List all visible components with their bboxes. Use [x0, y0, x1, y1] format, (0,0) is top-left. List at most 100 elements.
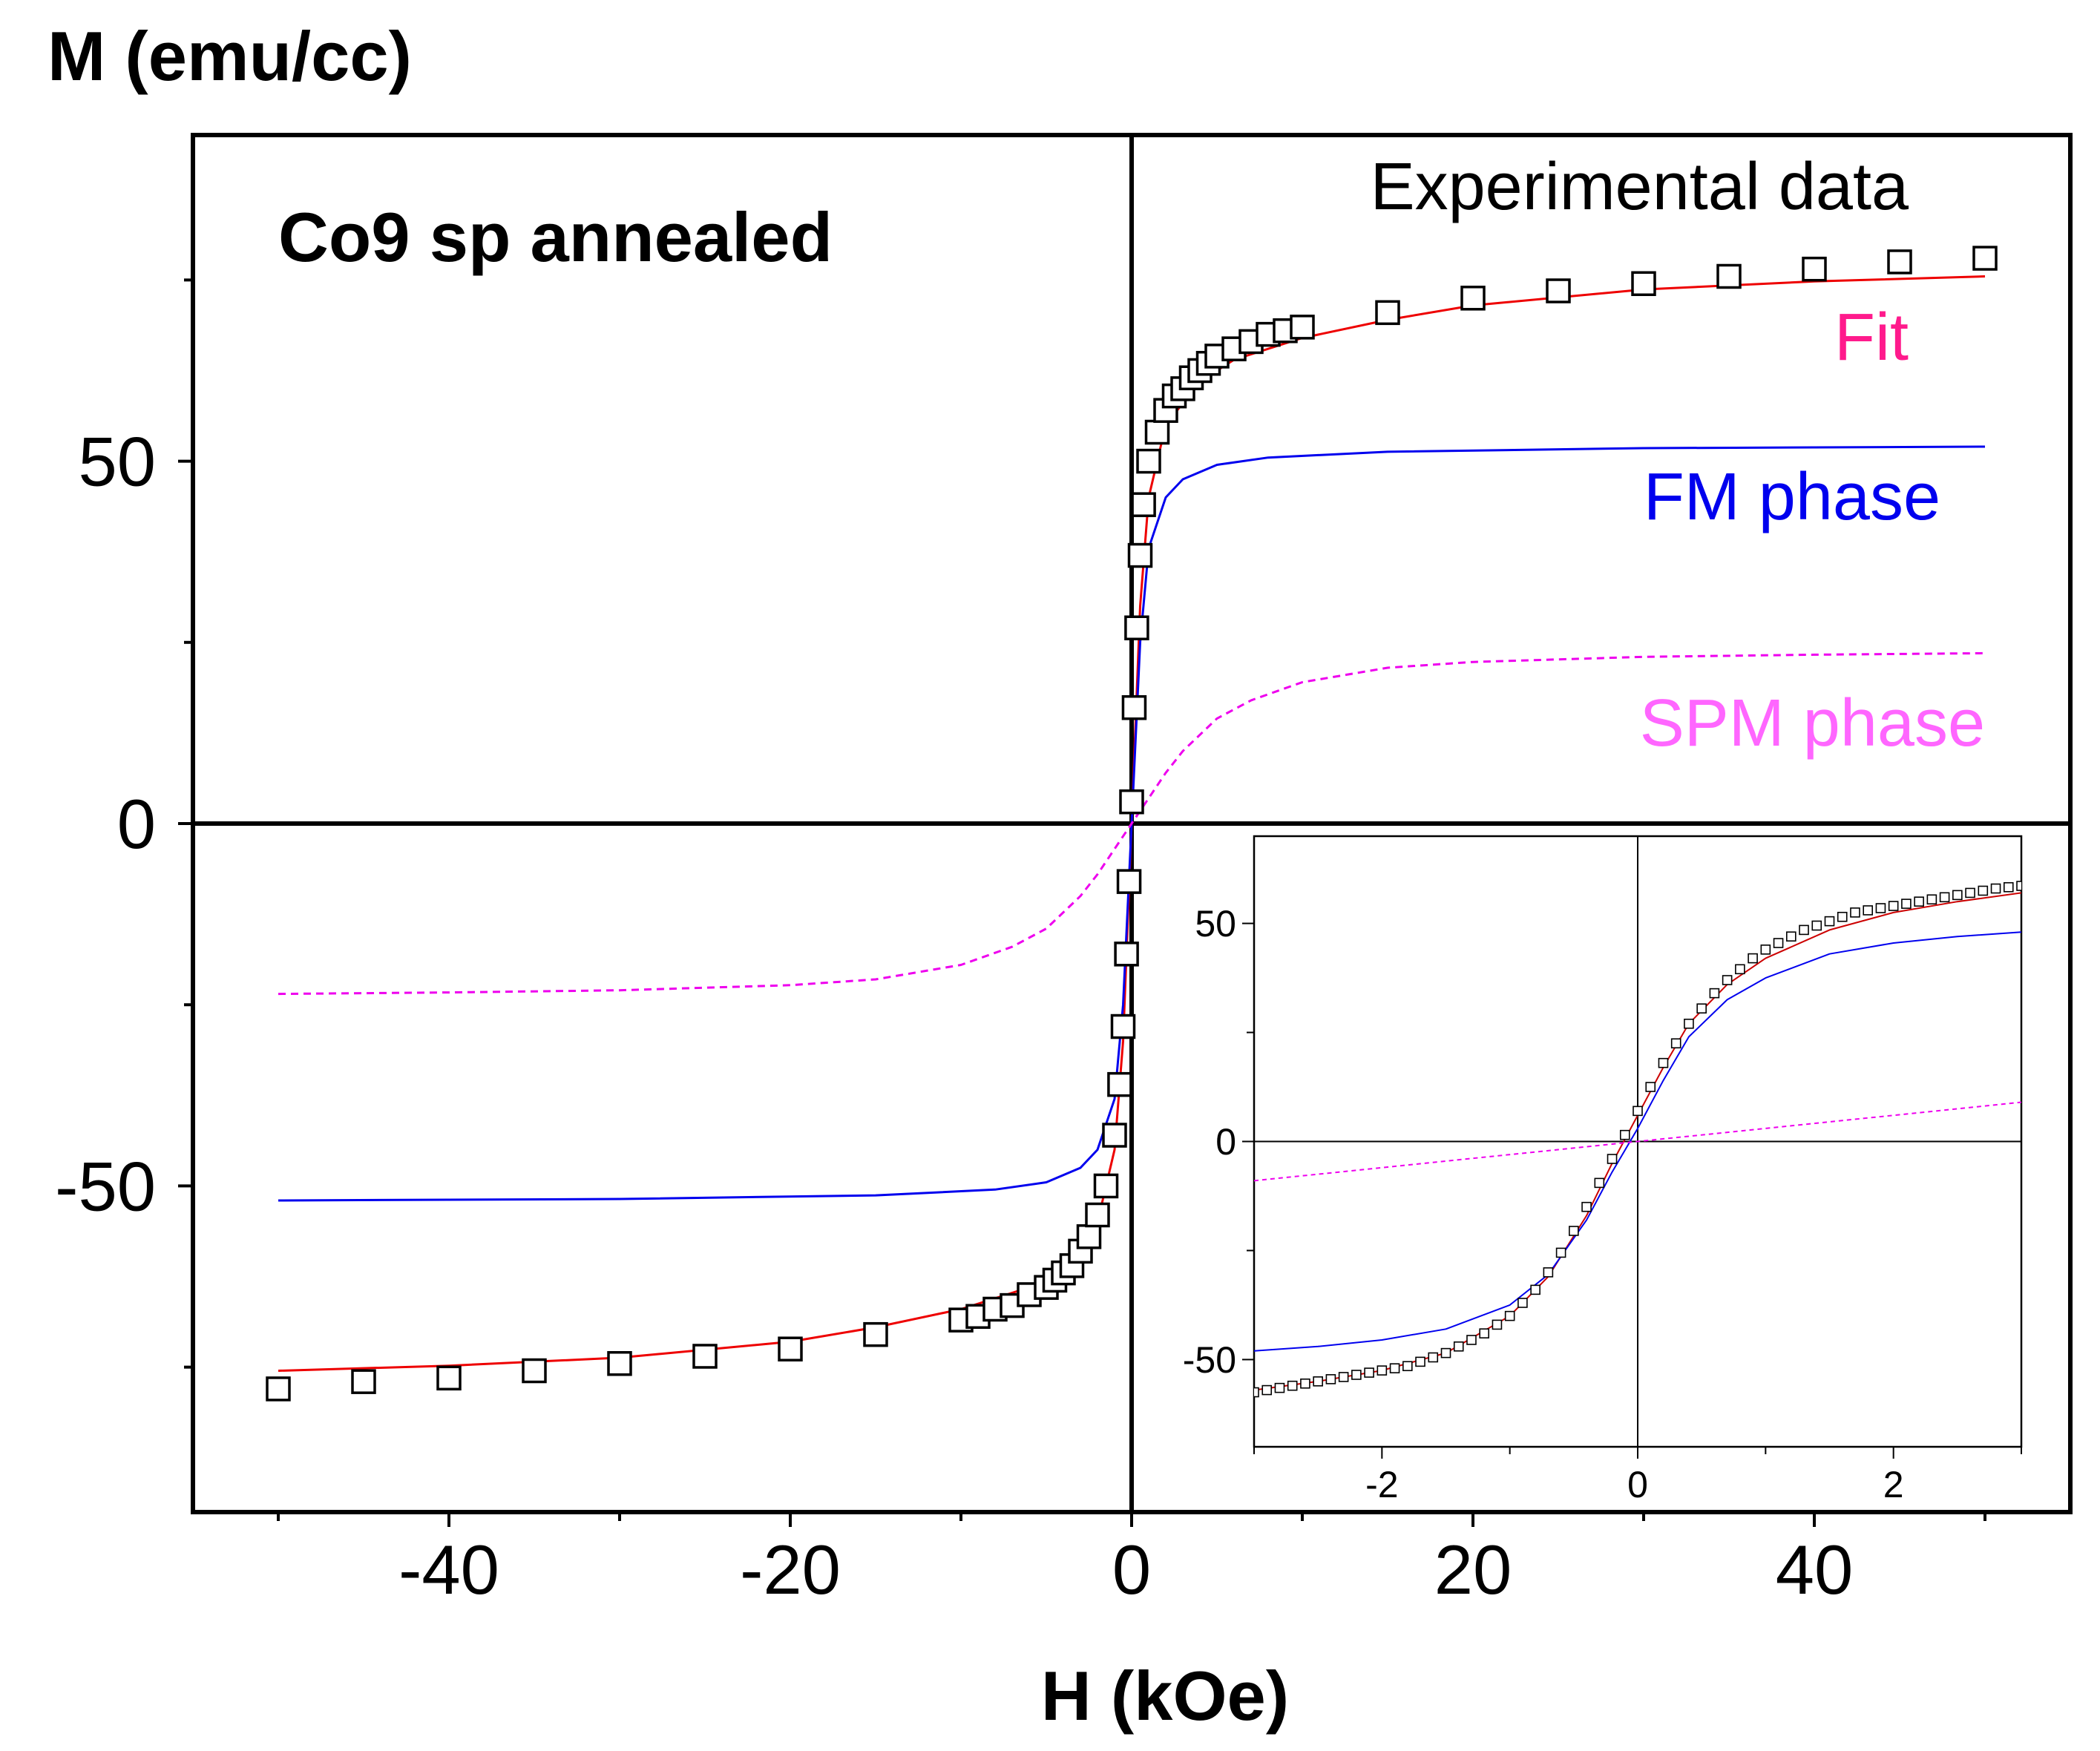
- main-data-point: [1127, 542, 1153, 568]
- main-data-point: [1136, 448, 1161, 474]
- inset-series-spm-phase: [1254, 1101, 2021, 1182]
- inset-data-point: [1850, 907, 1860, 918]
- main-data-point: [1972, 246, 1998, 271]
- inset-data-point: [1863, 905, 1873, 916]
- inset-data-point: [1351, 1370, 1362, 1380]
- inset-data-point: [1965, 887, 1975, 899]
- inset-data-point: [1254, 1387, 1259, 1398]
- inset-data-point: [2003, 881, 2014, 893]
- inset-data-point: [1504, 1310, 1515, 1321]
- inset-data-point: [1274, 1382, 1285, 1393]
- inset-data-point: [1760, 945, 1771, 955]
- inset-data-point: [1287, 1380, 1298, 1391]
- inset-data-point: [1875, 903, 1886, 913]
- main-data-point: [1110, 1014, 1136, 1039]
- inset-data-point: [1684, 1018, 1694, 1029]
- inset-data-point: [1555, 1247, 1566, 1258]
- main-data-point: [1887, 249, 1912, 275]
- inset-data-point: [1300, 1378, 1310, 1389]
- inset-data-point: [1696, 1003, 1707, 1014]
- inset-data-point: [1530, 1284, 1540, 1295]
- inset-data-point: [1939, 892, 1950, 903]
- inset-data-point: [1670, 1038, 1681, 1049]
- inset-data-point: [1364, 1367, 1374, 1378]
- main-x-tick-label: 40: [1776, 1531, 1854, 1609]
- inset-x-tick-label: -2: [1365, 1464, 1398, 1505]
- inset-data-point: [1914, 896, 1924, 907]
- inset-y-tick-label: 0: [1215, 1121, 1236, 1163]
- inset-y-tick-label: -50: [1183, 1339, 1236, 1381]
- inset-data-point: [1517, 1298, 1528, 1308]
- inset-data-point: [1440, 1347, 1451, 1359]
- main-data-point: [1107, 1071, 1132, 1097]
- main-y-tick-label: -50: [55, 1147, 156, 1225]
- inset-data-point: [1735, 964, 1745, 975]
- main-data-point: [351, 1369, 376, 1394]
- inset-plot: -2 0 2 -50 0 50: [1183, 835, 2023, 1505]
- main-data-point: [1085, 1202, 1110, 1228]
- main-data-point: [1076, 1224, 1102, 1249]
- inset-data-point: [1990, 883, 2001, 894]
- legend-experimental-data: Experimental data: [1371, 150, 1909, 224]
- inset-data-point: [1824, 916, 1835, 927]
- inset-data-point: [1415, 1356, 1425, 1367]
- inset-series-group: [1254, 881, 2021, 1398]
- main-data-point: [778, 1336, 803, 1361]
- inset-series-fm-phase: [1254, 931, 2021, 1352]
- main-x-tick-label: -40: [398, 1531, 499, 1609]
- inset-data-point: [1633, 1106, 1643, 1117]
- inset-data-point: [2016, 881, 2021, 891]
- inset-data-point: [1619, 1129, 1630, 1140]
- main-series-spm-phase: [278, 651, 1986, 996]
- main-y-tick-label: 0: [117, 785, 156, 863]
- inset-data-point: [1978, 885, 1989, 896]
- inset-data-point: [1261, 1384, 1273, 1396]
- legend-fit: Fit: [1834, 300, 1909, 375]
- inset-data-point: [1926, 894, 1937, 905]
- inset-data-point: [1888, 901, 1899, 911]
- main-data-point: [1093, 1173, 1119, 1199]
- main-data-point: [266, 1376, 291, 1402]
- main-data-point: [1119, 789, 1144, 815]
- main-data-point: [1124, 615, 1149, 641]
- main-data-point: [1290, 315, 1315, 340]
- legend-spm-phase: SPM phase: [1640, 686, 1985, 760]
- main-x-tick-label: -20: [740, 1531, 841, 1609]
- x-axis-label: H (kOe): [1041, 1657, 1289, 1735]
- inset-y-tick-label: 50: [1195, 903, 1236, 945]
- inset-data-point: [1453, 1341, 1464, 1352]
- main-data-point: [522, 1358, 547, 1384]
- inset-data-point: [1837, 911, 1848, 922]
- main-data-point: [1121, 694, 1147, 720]
- inset-data-point: [1466, 1335, 1477, 1345]
- inset-data-point: [1952, 890, 1963, 901]
- inset-data-point: [1901, 899, 1912, 909]
- inset-data-point: [1799, 924, 1809, 936]
- main-data-point: [863, 1321, 888, 1347]
- inset-data-point: [1338, 1372, 1349, 1382]
- inset-data-point: [1479, 1328, 1489, 1338]
- main-data-point: [607, 1350, 632, 1376]
- inset-data-point: [1581, 1201, 1592, 1212]
- inset-x-tick-label: 2: [1883, 1464, 1904, 1505]
- main-series-group: [266, 246, 1998, 1402]
- main-data-point: [1716, 263, 1742, 289]
- main-data-point: [692, 1344, 718, 1369]
- inset-data-point: [1377, 1365, 1388, 1376]
- inset-data-point: [1569, 1226, 1579, 1236]
- inset-data-point: [1389, 1363, 1400, 1373]
- legend-fm-phase: FM phase: [1644, 460, 1940, 534]
- inset-data-point: [1543, 1267, 1554, 1278]
- inset-data-point: [1492, 1319, 1503, 1330]
- inset-data-point: [1811, 920, 1822, 931]
- main-data-point: [1460, 286, 1486, 311]
- inset-x-tick-label: 0: [1627, 1464, 1648, 1505]
- main-data-point: [1116, 869, 1142, 894]
- main-data-point: [1114, 942, 1139, 967]
- main-data-point: [1802, 256, 1827, 282]
- y-axis-label: M (emu/cc): [47, 17, 412, 95]
- main-data-point: [1631, 271, 1656, 297]
- main-data-point: [1102, 1123, 1127, 1148]
